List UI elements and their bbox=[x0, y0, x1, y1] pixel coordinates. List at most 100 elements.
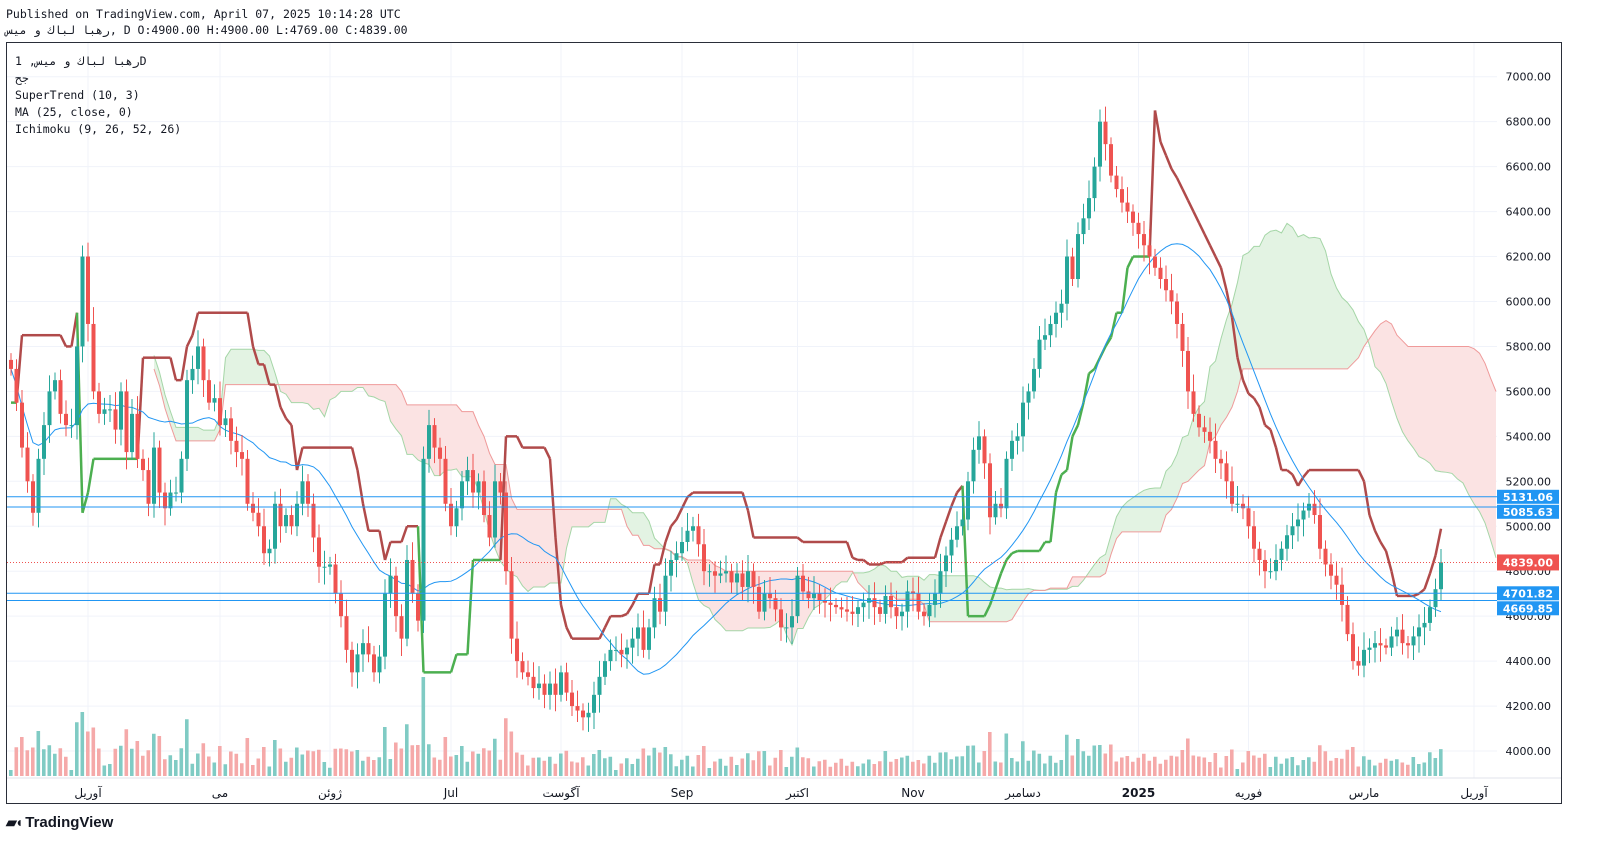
candle-body bbox=[630, 638, 635, 648]
volume-bar bbox=[388, 759, 393, 776]
candle-body bbox=[856, 607, 860, 614]
candle-body bbox=[1004, 458, 1009, 509]
candle-body bbox=[1296, 519, 1300, 527]
volume-bar bbox=[9, 770, 13, 776]
volume-bar bbox=[1329, 760, 1333, 776]
ichimoku-cloud-segment bbox=[891, 571, 897, 600]
volume-bar bbox=[75, 722, 79, 776]
volume-bar bbox=[394, 742, 398, 776]
supertrend-segment bbox=[383, 541, 392, 561]
volume-bar bbox=[306, 750, 310, 776]
supertrend-segment bbox=[1362, 481, 1371, 516]
volume-bar bbox=[630, 764, 635, 776]
candle-body bbox=[933, 593, 937, 605]
ichimoku-cloud-segment bbox=[1138, 490, 1144, 532]
ichimoku-cloud-segment bbox=[643, 512, 649, 546]
candle-body bbox=[757, 586, 761, 612]
ichimoku-cloud-segment bbox=[973, 575, 979, 622]
candle-body bbox=[14, 368, 19, 403]
candle-body bbox=[779, 609, 783, 628]
volume-bar bbox=[278, 748, 283, 776]
volume-bar bbox=[14, 747, 19, 776]
ichimoku-cloud-segment bbox=[1270, 230, 1276, 369]
ichimoku-cloud-segment bbox=[1430, 346, 1436, 471]
candle-body bbox=[410, 559, 415, 594]
last-price-tag bbox=[1497, 554, 1559, 571]
ichimoku-cloud-segment bbox=[1276, 230, 1282, 369]
candle-body bbox=[487, 515, 492, 538]
legend-ichimoku[interactable]: Ichimoku (9, 26, 52, 26) bbox=[15, 122, 182, 136]
volume-bar bbox=[1417, 764, 1421, 776]
candle-body bbox=[625, 647, 629, 655]
volume-bar bbox=[1318, 745, 1322, 776]
ichimoku-cloud-segment bbox=[286, 384, 292, 403]
price-axis-background bbox=[1497, 43, 1561, 803]
volume-bar bbox=[652, 747, 657, 776]
ichimoku-cloud-segment bbox=[269, 355, 275, 385]
ichimoku-cloud-segment bbox=[825, 571, 831, 600]
ichimoku-cloud-segment bbox=[1221, 319, 1227, 426]
volume-bar bbox=[476, 753, 481, 776]
candle-body bbox=[977, 436, 981, 450]
legend-ma[interactable]: MA (25, close, 0) bbox=[15, 105, 133, 119]
candle-body bbox=[443, 458, 448, 504]
y-tick-label: 5200.00 bbox=[1506, 475, 1552, 488]
supertrend-segment bbox=[1005, 552, 1013, 561]
ichimoku-cloud-segment bbox=[335, 384, 341, 398]
volume-bar bbox=[575, 762, 580, 776]
candle-body bbox=[746, 571, 750, 587]
ichimoku-span-b bbox=[153, 320, 1497, 623]
volume-bar bbox=[438, 759, 442, 776]
ichimoku-cloud-segment bbox=[1017, 589, 1023, 611]
volume-bar bbox=[212, 762, 217, 776]
ichimoku-cloud-segment bbox=[291, 384, 297, 403]
supertrend-segment bbox=[262, 364, 271, 385]
price-chart[interactable]: 4000.004200.004400.004600.004800.005000.… bbox=[7, 43, 1561, 803]
candle-body bbox=[636, 627, 640, 639]
ichimoku-cloud-segment bbox=[374, 384, 380, 400]
volume-bar bbox=[1015, 761, 1020, 776]
candle-body bbox=[1065, 256, 1069, 304]
candle-body bbox=[850, 611, 855, 614]
candle-body bbox=[1351, 634, 1355, 662]
price-level-tag bbox=[1497, 601, 1559, 616]
ichimoku-cloud-segment bbox=[588, 509, 594, 527]
volume-bar bbox=[135, 741, 140, 776]
volume-bar bbox=[531, 757, 536, 776]
x-tick-label: Sep bbox=[671, 786, 694, 800]
volume-bar bbox=[113, 748, 118, 776]
chart-frame[interactable]: 4000.00 4200.00 4400.00 4600.00 4800.00 5000.… bbox=[6, 42, 1562, 804]
ichimoku-cloud-segment bbox=[346, 384, 352, 392]
candle-body bbox=[1241, 503, 1245, 509]
volume-bar bbox=[240, 763, 244, 776]
volume-bar bbox=[713, 761, 717, 776]
ichimoku-cloud-segment bbox=[357, 384, 363, 388]
ichimoku-cloud-segment bbox=[698, 559, 704, 606]
volume-bar bbox=[124, 729, 129, 776]
candle-body bbox=[982, 436, 987, 464]
brand-name: TradingView bbox=[25, 814, 114, 831]
ichimoku-cloud-segment bbox=[247, 349, 253, 385]
candle-body bbox=[1285, 535, 1289, 549]
ichimoku-cloud-segment bbox=[1369, 330, 1375, 367]
volume-bar bbox=[174, 760, 178, 776]
legend-supertrend[interactable]: SuperTrend (10, 3) bbox=[15, 88, 140, 102]
legend-exchange: جح bbox=[15, 71, 29, 85]
ichimoku-cloud-segment bbox=[1320, 238, 1326, 369]
ichimoku-cloud-segment bbox=[511, 498, 517, 577]
volume-bar bbox=[361, 760, 365, 776]
candle-body bbox=[1230, 481, 1234, 504]
candle-body bbox=[476, 481, 481, 493]
volume-bar bbox=[1180, 750, 1185, 776]
volume-bar bbox=[1219, 767, 1223, 776]
supertrend-segment bbox=[1286, 469, 1294, 476]
candle-body bbox=[223, 418, 228, 426]
volume-bar bbox=[1301, 760, 1306, 776]
volume-bar bbox=[801, 757, 805, 776]
brand[interactable]: ▰◖ TradingView bbox=[6, 814, 113, 831]
volume-bar bbox=[449, 756, 453, 776]
volume-bar bbox=[1213, 753, 1218, 776]
ichimoku-cloud-segment bbox=[159, 372, 165, 409]
supertrend-segment bbox=[361, 503, 370, 532]
candle-body bbox=[999, 503, 1003, 509]
